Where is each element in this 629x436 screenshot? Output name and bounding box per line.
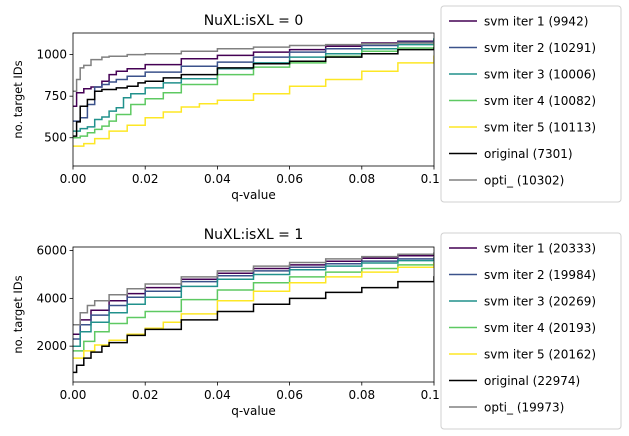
- x-axis-label: q-value: [231, 404, 275, 418]
- y-axis-label: no. target IDs: [11, 60, 25, 138]
- series-line-7: [73, 252, 434, 326]
- x-tick-label: 0.06: [276, 172, 303, 186]
- x-tick-label: 0.04: [204, 388, 231, 402]
- legend-label: svm iter 1 (20333): [484, 242, 596, 256]
- y-axis-label: no. target IDs: [11, 275, 25, 353]
- series-line-5: [73, 55, 434, 147]
- x-tick-label: 0.04: [204, 172, 231, 186]
- x-tick-label: 0.08: [348, 172, 375, 186]
- legend-label: svm iter 2 (10291): [484, 41, 596, 55]
- legend-label: svm iter 5 (20162): [484, 348, 596, 362]
- x-tick-label: 0.08: [348, 388, 375, 402]
- y-tick-label: 1000: [36, 48, 67, 62]
- series-line-7: [73, 41, 434, 92]
- series-line-5: [73, 262, 434, 359]
- y-tick-label: 6000: [36, 244, 67, 258]
- chart-1: 0.00 0.02 0.04 0.06 0.08 0.105007501000NuXL:i…: [11, 5, 622, 203]
- legend-label: opti_ (19973): [484, 401, 564, 415]
- y-tick-label: 750: [44, 89, 67, 103]
- x-tick-label: 0.02: [132, 388, 159, 402]
- x-axis-label: q-value: [231, 188, 275, 202]
- legend-label: original (7301): [484, 147, 573, 161]
- legend-label: svm iter 4 (10082): [484, 94, 596, 108]
- legend-label: opti_ (10302): [484, 174, 564, 188]
- legend-box: [440, 232, 622, 430]
- plot-frame: [72, 32, 435, 167]
- series-line-3: [73, 38, 434, 132]
- x-tick-label: 0.00: [60, 388, 87, 402]
- series-line-6: [73, 47, 434, 137]
- legend: svm iter 1 (20333) svm iter 2 (19984) svm …: [440, 232, 622, 430]
- chart-title: NuXL:isXL = 1: [204, 227, 304, 243]
- legend-label: svm iter 2 (19984): [484, 268, 596, 282]
- x-tick-label: 0.00: [60, 172, 87, 186]
- series-line-1: [73, 39, 434, 107]
- series-group: [73, 252, 434, 374]
- series-line-6: [73, 276, 434, 374]
- legend-label: svm iter 3 (20269): [484, 295, 596, 309]
- series-group: [73, 38, 434, 147]
- legend-label: original (22974): [484, 374, 580, 388]
- series-line-4: [73, 43, 434, 139]
- y-tick-label: 4000: [36, 291, 67, 305]
- legend-box: [440, 5, 622, 203]
- plot-frame: [72, 246, 435, 383]
- legend-label: svm iter 4 (20193): [484, 321, 596, 335]
- series-line-2: [73, 257, 434, 340]
- y-tick-label: 2000: [36, 339, 67, 353]
- y-tick-label: 500: [44, 131, 67, 145]
- legend: svm iter 1 (9942) svm iter 2 (10291) svm i…: [440, 5, 622, 203]
- x-tick-label: 0.02: [132, 172, 159, 186]
- chart-2: 0.00 0.02 0.04 0.06 0.08 0.10200040006000NuXL…: [11, 227, 622, 430]
- chart-title: NuXL:isXL = 0: [204, 13, 304, 29]
- legend-label: svm iter 3 (10006): [484, 68, 596, 82]
- x-tick-label: 0.06: [276, 388, 303, 402]
- series-line-3: [73, 258, 434, 347]
- series-line-4: [73, 261, 434, 352]
- legend-label: svm iter 1 (9942): [484, 15, 588, 29]
- legend-label: svm iter 5 (10113): [484, 121, 596, 135]
